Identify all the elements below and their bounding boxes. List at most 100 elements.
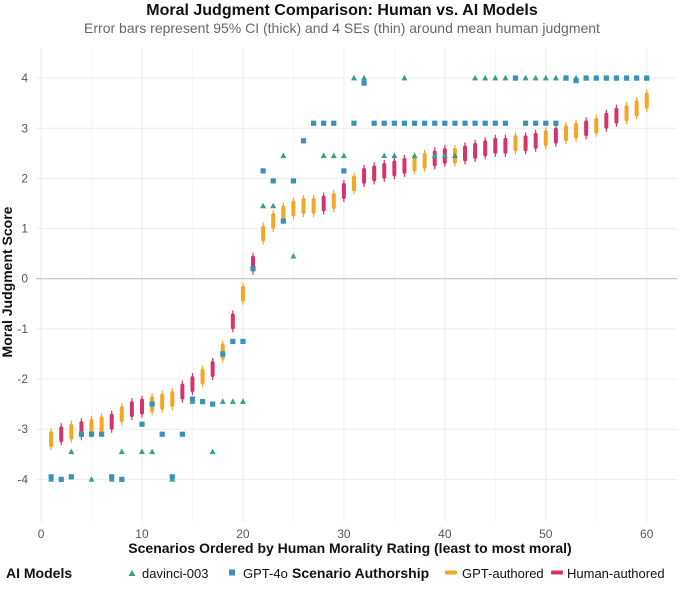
y-tick-label: -4 bbox=[17, 472, 28, 486]
gpt-4o-point bbox=[472, 120, 478, 126]
gpt-4o-point bbox=[280, 218, 286, 224]
davinci-point bbox=[502, 74, 509, 81]
legend-davinci-marker bbox=[128, 570, 136, 576]
legend-authorship-title: Scenario Authorship bbox=[292, 565, 429, 581]
davinci-point bbox=[381, 152, 388, 159]
gpt-4o-series bbox=[48, 75, 650, 482]
gpt-4o-point bbox=[169, 474, 175, 480]
gpt-4o-point bbox=[553, 120, 559, 126]
gpt-4o-point bbox=[240, 338, 246, 345]
gpt-4o-point bbox=[593, 75, 599, 81]
davinci-point bbox=[270, 202, 277, 209]
gpt-4o-point bbox=[88, 431, 95, 437]
gpt-4o-point bbox=[119, 476, 125, 482]
gpt-4o-point bbox=[401, 120, 408, 126]
legend-gpt4o-label: GPT-4o bbox=[243, 566, 288, 581]
davinci-point bbox=[492, 74, 499, 81]
davinci-point bbox=[542, 74, 549, 81]
davinci-point bbox=[361, 74, 368, 81]
gpt-4o-point bbox=[341, 168, 347, 174]
gpt-4o-point bbox=[543, 120, 549, 126]
davinci-point bbox=[451, 152, 458, 159]
gpt-4o-point bbox=[179, 431, 185, 437]
gpt-4o-point bbox=[290, 178, 297, 184]
gpt-4o-point bbox=[411, 120, 418, 126]
davinci-point bbox=[522, 74, 529, 81]
davinci-point bbox=[340, 152, 347, 159]
davinci-point bbox=[391, 152, 398, 159]
gpt-4o-point bbox=[361, 80, 367, 86]
davinci-point bbox=[431, 152, 438, 159]
legend-gpt-authored-label: GPT-authored bbox=[462, 566, 544, 581]
gpt-4o-point bbox=[623, 75, 630, 81]
gpt-4o-point bbox=[634, 75, 640, 81]
gpt-4o-point bbox=[432, 120, 438, 126]
gpt-4o-point bbox=[109, 474, 115, 480]
gpt-4o-point bbox=[371, 120, 377, 126]
y-tick-label: 2 bbox=[21, 171, 28, 185]
gpt-4o-point bbox=[210, 401, 216, 407]
gpt-4o-point bbox=[220, 351, 226, 357]
gpt-4o-point bbox=[381, 120, 387, 126]
x-tick-label: 30 bbox=[337, 527, 351, 541]
gpt-4o-point bbox=[533, 120, 539, 126]
davinci-point bbox=[68, 448, 75, 455]
gpt-4o-point bbox=[78, 431, 85, 437]
gpt-4o-point bbox=[482, 120, 488, 126]
davinci-point bbox=[239, 398, 246, 404]
gpt-4o-point bbox=[452, 120, 458, 126]
chart-title: Moral Judgment Comparison: Human vs. AI … bbox=[146, 2, 538, 19]
gpt-4o-point bbox=[48, 474, 54, 480]
gpt-4o-point bbox=[58, 476, 64, 482]
gpt-4o-point bbox=[331, 120, 337, 126]
x-tick-label: 40 bbox=[438, 527, 452, 541]
gpt-4o-point bbox=[644, 75, 650, 81]
y-tick-label: -2 bbox=[17, 372, 28, 386]
davinci-point bbox=[229, 398, 236, 404]
x-tick-label: 60 bbox=[640, 527, 654, 541]
gpt-4o-point bbox=[199, 399, 206, 405]
davinci-point bbox=[280, 152, 287, 159]
davinci-point bbox=[88, 476, 95, 482]
davinci-point bbox=[552, 74, 559, 81]
x-axis-label: Scenarios Ordered by Human Morality Rati… bbox=[128, 540, 571, 556]
grid bbox=[36, 48, 677, 522]
gpt-4o-point bbox=[462, 120, 468, 126]
gpt-4o-point bbox=[583, 75, 589, 81]
gpt-4o-point bbox=[502, 120, 508, 126]
davinci-point bbox=[482, 74, 489, 81]
davinci-point bbox=[330, 152, 337, 159]
davinci-point bbox=[411, 152, 418, 159]
x-tick-label: 0 bbox=[38, 527, 45, 541]
gpt-4o-point bbox=[300, 138, 307, 144]
gpt-4o-point bbox=[391, 120, 397, 126]
legend-ai-title: AI Models bbox=[6, 565, 72, 581]
y-tick-label: 4 bbox=[21, 71, 28, 85]
gpt-4o-point bbox=[603, 75, 609, 81]
y-tick-label: -3 bbox=[17, 422, 28, 436]
gpt-4o-point bbox=[512, 75, 519, 81]
gpt-4o-point bbox=[68, 474, 74, 480]
y-tick-label: 3 bbox=[21, 121, 28, 135]
chart-subtitle: Error bars represent 95% CI (thick) and … bbox=[84, 20, 600, 36]
gpt-4o-point bbox=[149, 401, 155, 407]
gpt-4o-point bbox=[159, 431, 165, 437]
legend-davinci-label: davinci-003 bbox=[142, 566, 209, 581]
gpt-4o-point bbox=[139, 421, 145, 427]
y-tick-label: 1 bbox=[21, 222, 28, 236]
gpt-4o-point bbox=[260, 168, 266, 174]
davinci-point bbox=[472, 74, 479, 81]
davinci-point bbox=[401, 74, 408, 81]
gpt-4o-point bbox=[573, 78, 579, 84]
davinci-point bbox=[290, 252, 297, 259]
gpt-4o-point bbox=[522, 120, 529, 126]
y-tick-label: -1 bbox=[17, 322, 28, 336]
davinci-point bbox=[441, 152, 448, 159]
gpt-4o-point bbox=[492, 120, 498, 126]
x-tick-label: 10 bbox=[135, 527, 149, 541]
legend-gpt4o-marker bbox=[229, 569, 235, 576]
legend: AI Models davinci-003 GPT-4o Scenario Au… bbox=[6, 565, 665, 581]
gpt-4o-point bbox=[99, 431, 105, 437]
